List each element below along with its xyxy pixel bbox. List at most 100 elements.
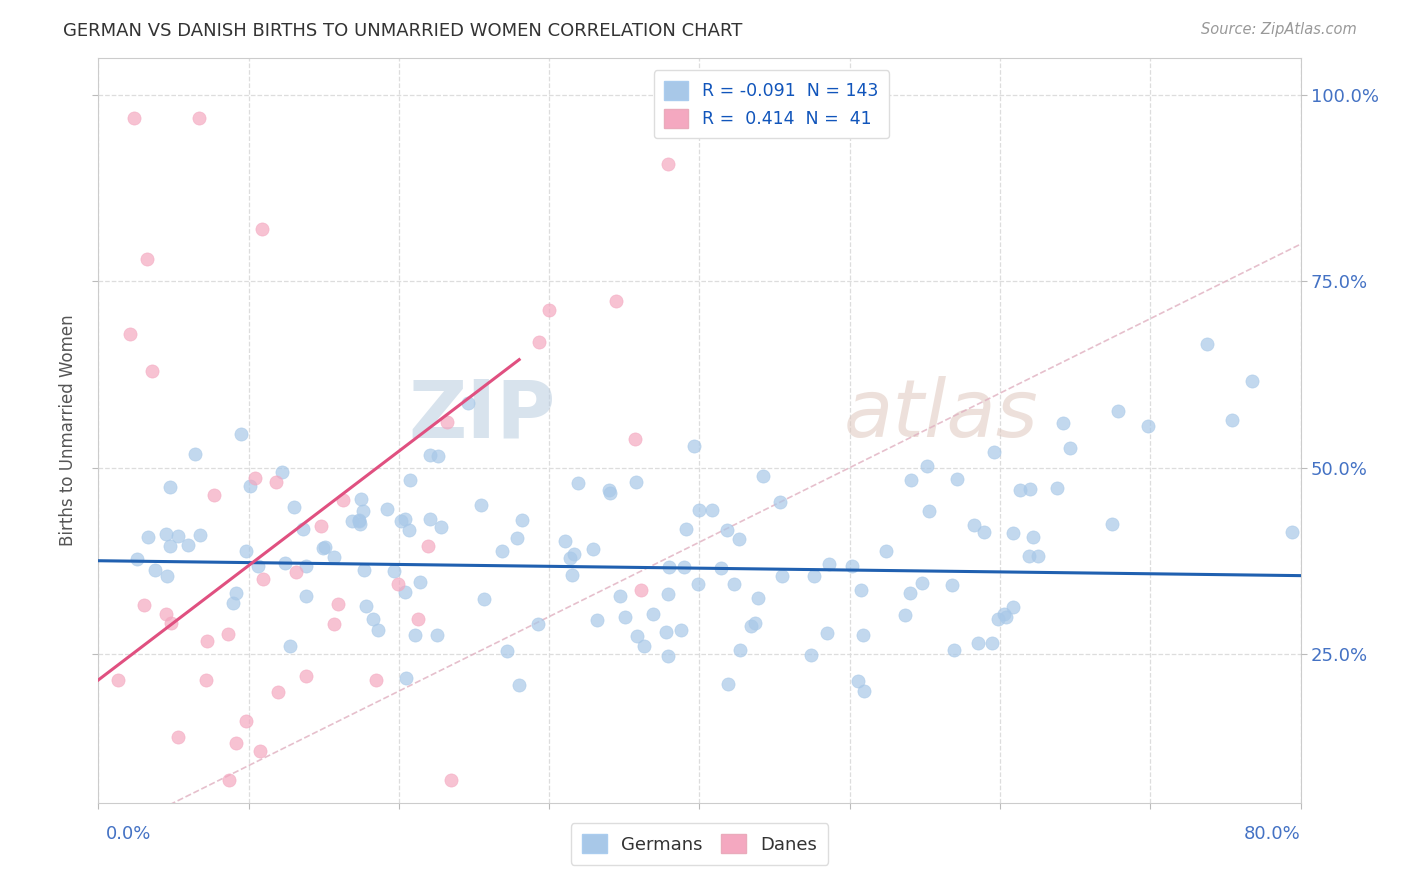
Point <box>326 597 349 611</box>
Point <box>700 502 723 516</box>
Point <box>155 607 177 622</box>
Point <box>367 624 389 638</box>
Point <box>558 551 581 566</box>
Point <box>136 530 159 544</box>
Point <box>120 326 142 341</box>
Point <box>404 628 426 642</box>
Point <box>769 495 792 509</box>
Point <box>222 596 245 610</box>
Point <box>155 527 177 541</box>
Point <box>772 568 794 582</box>
Point <box>323 617 346 632</box>
Text: Source: ZipAtlas.com: Source: ZipAtlas.com <box>1201 22 1357 37</box>
Point <box>1052 416 1074 430</box>
Point <box>409 574 432 589</box>
Point <box>472 591 495 606</box>
Point <box>167 529 190 543</box>
Point <box>673 559 696 574</box>
Point <box>361 612 384 626</box>
Point <box>582 542 605 557</box>
Point <box>1195 337 1218 351</box>
Legend: Germans, Danes: Germans, Danes <box>571 823 828 864</box>
Point <box>243 471 266 485</box>
Point <box>1021 529 1043 543</box>
Point <box>728 532 751 546</box>
Point <box>283 500 305 515</box>
Point <box>398 523 420 537</box>
Point <box>510 513 533 527</box>
Point <box>567 475 589 490</box>
Point <box>440 773 463 788</box>
Point <box>846 674 869 689</box>
Point <box>295 590 318 604</box>
Point <box>406 612 429 626</box>
Point <box>195 673 218 687</box>
Point <box>981 636 1004 650</box>
Point <box>491 544 513 558</box>
Point <box>353 564 375 578</box>
Point <box>247 559 270 574</box>
Point <box>314 540 336 554</box>
Point <box>853 684 876 698</box>
Text: 80.0%: 80.0% <box>1244 825 1301 843</box>
Point <box>342 514 364 528</box>
Text: 0.0%: 0.0% <box>105 825 150 843</box>
Point <box>217 626 239 640</box>
Point <box>942 643 965 657</box>
Point <box>1059 441 1081 455</box>
Point <box>624 432 647 446</box>
Point <box>495 644 517 658</box>
Point <box>427 450 450 464</box>
Point <box>723 577 745 591</box>
Point <box>941 578 963 592</box>
Point <box>252 572 274 586</box>
Point <box>225 736 247 750</box>
Point <box>350 491 373 506</box>
Point <box>239 479 262 493</box>
Point <box>457 396 479 410</box>
Point <box>875 543 897 558</box>
Point <box>561 567 583 582</box>
Point <box>1046 481 1069 495</box>
Point <box>183 447 205 461</box>
Point <box>983 444 1005 458</box>
Point <box>915 458 938 473</box>
Point <box>1241 374 1264 388</box>
Point <box>1002 600 1025 615</box>
Point <box>505 531 527 545</box>
Point <box>159 480 181 494</box>
Text: atlas: atlas <box>844 376 1039 455</box>
Point <box>624 475 647 490</box>
Point <box>249 744 271 758</box>
Point <box>508 678 530 692</box>
Point <box>125 552 148 566</box>
Point <box>141 364 163 378</box>
Point <box>419 512 441 526</box>
Point <box>657 587 679 601</box>
Point <box>585 613 607 627</box>
Point <box>395 671 418 685</box>
Point <box>911 576 934 591</box>
Point <box>744 615 766 630</box>
Point <box>349 516 371 531</box>
Point <box>849 583 872 598</box>
Point <box>716 523 738 537</box>
Point <box>430 520 453 534</box>
Text: GERMAN VS DANISH BIRTHS TO UNMARRIED WOMEN CORRELATION CHART: GERMAN VS DANISH BIRTHS TO UNMARRIED WOM… <box>63 22 742 40</box>
Point <box>188 527 211 541</box>
Point <box>527 334 550 349</box>
Point <box>235 714 257 728</box>
Point <box>803 568 825 582</box>
Point <box>271 465 294 479</box>
Point <box>1107 404 1129 418</box>
Point <box>132 598 155 612</box>
Point <box>817 558 839 572</box>
Point <box>122 111 145 125</box>
Point <box>527 616 550 631</box>
Point <box>177 538 200 552</box>
Point <box>1220 413 1243 427</box>
Point <box>658 559 681 574</box>
Point <box>894 607 917 622</box>
Point <box>994 609 1017 624</box>
Point <box>538 302 561 317</box>
